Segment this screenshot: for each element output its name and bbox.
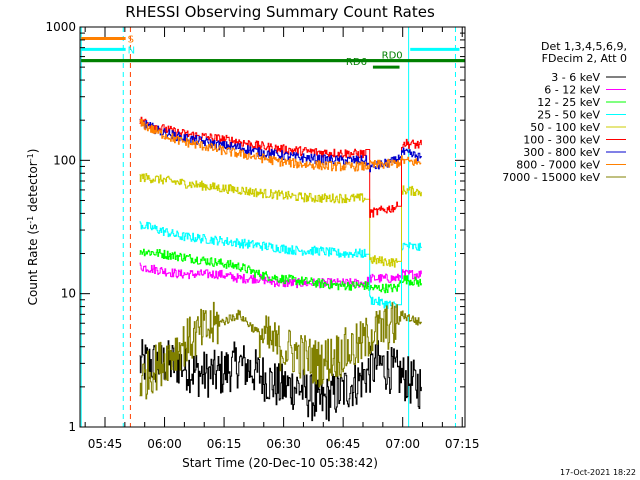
series-line: [139, 301, 422, 400]
legend-entry: 6 - 12 keV: [544, 84, 600, 97]
flag-label: RD6: [346, 57, 367, 68]
flag-label: N: [128, 45, 135, 56]
y-tick-label: 10: [61, 287, 76, 301]
series-line: [139, 339, 422, 422]
y-tick-label: 100: [53, 153, 76, 167]
x-tick-label: 06:00: [147, 437, 182, 451]
x-tick-label: 06:15: [207, 437, 242, 451]
x-tick-label: 06:30: [266, 437, 301, 451]
y-tick-label: 1000: [45, 20, 76, 34]
legend-entry: 50 - 100 keV: [530, 121, 600, 134]
flag-label: RD0: [382, 51, 403, 62]
chart-title: RHESSI Observing Summary Count Rates: [125, 3, 435, 21]
flag-label: S: [128, 34, 134, 45]
x-tick-label: 05:45: [88, 437, 123, 451]
x-tick-label: 06:45: [326, 437, 361, 451]
x-axis-label: Start Time (20-Dec-10 05:38:42): [182, 456, 378, 470]
x-tick-label: 07:00: [385, 437, 420, 451]
legend-entry: 800 - 7000 keV: [516, 159, 600, 172]
legend-header: FDecim 2, Att 0: [542, 52, 627, 65]
x-axis: 05:45 06:00 06:15 06:30 06:45 07:00 07:15: [84, 27, 480, 451]
x-tick-label: 07:15: [445, 437, 480, 451]
legend-entry: 100 - 300 keV: [523, 134, 600, 147]
y-axis-label: Count Rate (s-1 detector-1): [26, 149, 41, 306]
y-axis: 1 10 100 1000: [45, 20, 465, 434]
legend: Det 1,3,4,5,6,9,FDecim 2, Att 0 3 - 6 keV…: [502, 40, 627, 184]
legend-entry: 7000 - 15000 keV: [502, 171, 600, 184]
legend-entry: 12 - 25 keV: [537, 96, 600, 109]
plot-frame: [79, 26, 466, 428]
series-line: [139, 221, 422, 309]
series-line: [139, 173, 422, 268]
legend-header: Det 1,3,4,5,6,9,: [541, 40, 627, 53]
legend-entry: 300 - 800 keV: [523, 146, 600, 159]
legend-entry: 25 - 50 keV: [537, 109, 600, 122]
footer-date: 17-Oct-2021 18:22: [560, 468, 636, 477]
plot-area: SN RD0 RD6: [80, 27, 465, 427]
series-line: [139, 119, 422, 172]
y-tick-label: 1: [68, 420, 76, 434]
series-line: [139, 248, 422, 294]
legend-entry: 3 - 6 keV: [551, 71, 600, 84]
